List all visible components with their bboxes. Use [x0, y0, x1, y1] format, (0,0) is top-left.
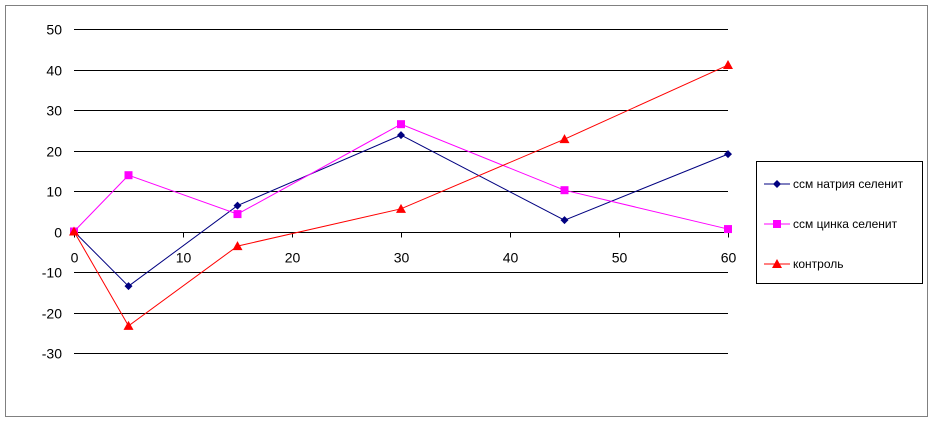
legend-label: контроль: [793, 257, 844, 271]
legend-label: ссм натрия селенит: [793, 177, 904, 191]
data-point: [233, 201, 242, 210]
legend-marker-triangle-icon: [772, 259, 782, 268]
y-tick-label: -10: [42, 265, 62, 281]
y-tick-label: 20: [46, 144, 62, 160]
legend: ссм натрия селенит ссм цинка селенит контр…: [756, 161, 923, 284]
legend-label: ссм цинка селенит: [793, 217, 898, 231]
data-point: [69, 226, 79, 236]
data-point: [560, 186, 569, 195]
x-tick-label: 50: [612, 250, 628, 266]
x-tick-label: 30: [394, 250, 410, 266]
y-tick-label: 0: [54, 225, 62, 241]
series-line: [73, 123, 729, 232]
y-tick-label: 50: [46, 22, 62, 38]
data-point: [724, 150, 732, 159]
series-3: [69, 60, 733, 330]
x-tick-label: 40: [503, 250, 519, 266]
x-tick-label: 0: [71, 250, 79, 266]
series-line: [73, 134, 729, 287]
x-tick-label: 10: [176, 250, 192, 266]
y-tick-label: 30: [46, 103, 62, 119]
series-line: [73, 64, 729, 327]
data-point: [124, 171, 133, 180]
legend-box: [756, 161, 923, 284]
data-point: [396, 203, 406, 213]
x-tick-label: 20: [285, 250, 301, 266]
data-point: [560, 216, 569, 225]
y-tick-label: 10: [46, 184, 62, 200]
y-tick-label: 40: [46, 63, 62, 79]
y-tick-label: -30: [42, 346, 62, 362]
data-point: [559, 134, 570, 144]
data-point: [723, 60, 733, 70]
data-point: [123, 320, 134, 330]
data-point: [397, 120, 405, 129]
data-point: [397, 131, 405, 140]
data-point: [232, 241, 243, 251]
legend-marker-diamond-icon: [773, 180, 781, 188]
data-point: [233, 210, 242, 219]
y-tick-label: -20: [42, 306, 62, 322]
data-point: [724, 225, 732, 234]
data-point: [124, 282, 133, 291]
x-tick-label: 60: [721, 250, 737, 266]
legend-marker-square-icon: [773, 220, 781, 228]
